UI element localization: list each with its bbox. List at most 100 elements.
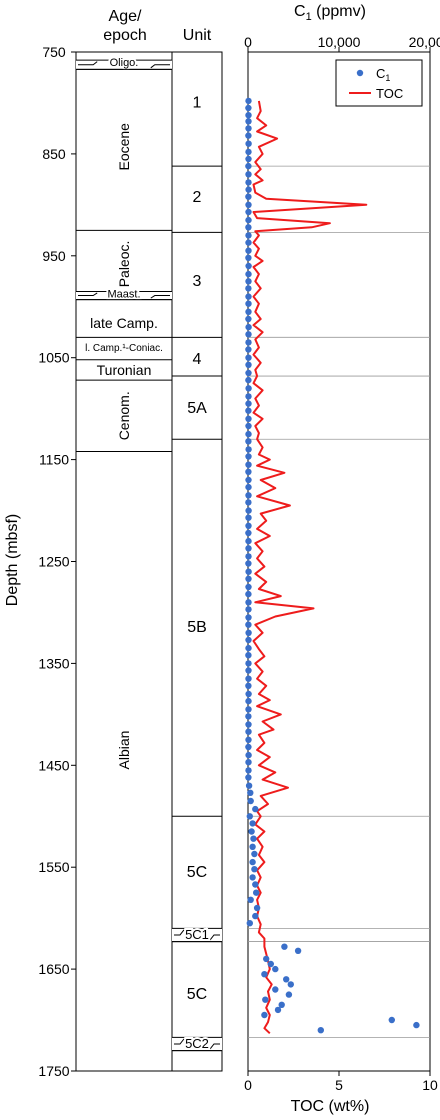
c1-point (245, 697, 252, 705)
depth-tick-label: 1050 (38, 350, 69, 366)
c1-point (245, 208, 252, 216)
c1-point (252, 912, 259, 920)
c1-point (245, 148, 252, 156)
c1-point (248, 828, 255, 835)
c1-point (245, 774, 252, 781)
bottom-axis-label: TOC (wt%) (291, 1098, 370, 1115)
unit-5c2-9-label: 5C2 (185, 1036, 209, 1051)
c1-point (245, 393, 252, 400)
c1-point (245, 247, 252, 254)
c1-point (245, 415, 252, 422)
c1-point (413, 1021, 420, 1029)
c1-point (245, 361, 252, 368)
legend-c1-marker (356, 69, 364, 77)
c1-point (245, 728, 252, 735)
bottom-axis-tick-label: 10 (422, 1077, 438, 1093)
plot-frame (247, 51, 431, 1072)
c1-point (245, 323, 252, 331)
c1-point (245, 568, 252, 575)
c1-point (245, 767, 252, 774)
c1-point (245, 216, 252, 224)
depth-tick-label: 750 (42, 44, 66, 60)
c1-point (245, 461, 252, 468)
c1-point (245, 621, 252, 628)
c1-point (245, 751, 252, 759)
c1-point (274, 1006, 282, 1014)
c1-point (245, 400, 252, 407)
age-eocene-label: Eocene (116, 123, 132, 171)
depth-tick-label: 1650 (38, 961, 69, 977)
unit-2-1-label: 2 (193, 189, 202, 206)
c1-point (245, 522, 252, 529)
c1-point (245, 736, 252, 743)
bottom-axis-tick-label: 0 (244, 1077, 252, 1093)
age-l-camp-coniac-label: l. Camp.¹-Coniac. (85, 343, 163, 354)
c1-point (245, 606, 252, 613)
c1-point (245, 759, 252, 766)
c1-point (245, 112, 252, 119)
unit-5c-6-label: 5C (187, 864, 207, 881)
age-late-camp-label: late Camp. (90, 315, 158, 331)
unit-5c1-7-label: 5C1 (185, 927, 209, 942)
c1-point (245, 614, 252, 621)
legend-c1-label: C1 (376, 66, 390, 83)
c1-point (245, 468, 252, 475)
c1-point (281, 943, 288, 950)
c1-point (245, 706, 252, 713)
top-axis-label-main: C (294, 3, 306, 20)
c1-point (245, 308, 252, 315)
c1-point (245, 354, 252, 361)
unit-column-header: Unit (183, 27, 212, 44)
c1-point (285, 991, 293, 998)
c1-point (245, 407, 252, 414)
c1-point (253, 889, 260, 896)
c1-point (278, 1001, 285, 1008)
c1-point (245, 537, 252, 545)
c1-point (267, 960, 274, 968)
top-axis-tick-label: 0 (244, 34, 252, 50)
c1-point (245, 629, 252, 636)
unit-5b-5-label: 5B (187, 619, 207, 636)
c1-point (245, 721, 252, 728)
c1-point (249, 820, 256, 827)
c1-point (245, 385, 252, 392)
c1-point (245, 339, 252, 346)
c1-point (249, 843, 256, 850)
c1-point (245, 239, 252, 246)
c1-point (245, 422, 252, 430)
depth-tick-label: 1250 (38, 554, 69, 570)
c1-point (245, 285, 252, 292)
c1-point (245, 690, 252, 698)
c1-point (388, 1016, 395, 1024)
c1-point (245, 476, 252, 484)
age-column-frame (75, 51, 173, 1072)
c1-point (246, 920, 253, 927)
c1-point (245, 186, 252, 193)
c1-point (287, 981, 294, 988)
unit-5c2-9-bracket-symbol (174, 1038, 220, 1050)
c1-point (245, 575, 252, 582)
depth-tick-label: 1150 (39, 452, 69, 468)
c1-point (251, 850, 258, 858)
c1-point (245, 232, 252, 239)
c1-point (245, 743, 252, 751)
c1-point (245, 278, 252, 285)
c1-point (263, 955, 270, 963)
c1-point (245, 254, 252, 261)
c1-point (245, 675, 252, 682)
c1-point (247, 797, 254, 805)
c1-point (245, 560, 252, 567)
c1-point (245, 155, 252, 163)
c1-point (249, 858, 256, 866)
c1-point (245, 140, 252, 147)
c1-point (245, 660, 252, 667)
c1-point (245, 293, 252, 300)
c1-point (252, 881, 259, 888)
c1-point (245, 331, 252, 338)
c1-point (262, 996, 269, 1003)
c1-point (245, 553, 252, 560)
c1-point (245, 590, 252, 598)
c1-point (245, 201, 252, 208)
c1-point (245, 118, 252, 125)
